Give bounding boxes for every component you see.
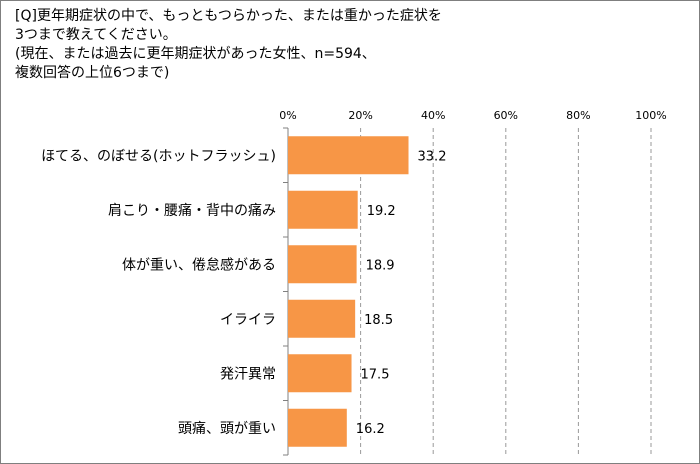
bar bbox=[288, 245, 357, 284]
bar bbox=[288, 408, 347, 447]
x-tick-label: 0% bbox=[279, 109, 296, 122]
category-label: 肩こり・腰痛・背中の痛み bbox=[108, 202, 276, 219]
data-label: 33.2 bbox=[418, 149, 447, 164]
category-label: 体が重い、倦怠感がある bbox=[122, 256, 276, 273]
category-label: ほてる、のぼせる(ホットフラッシュ) bbox=[41, 148, 276, 164]
bar bbox=[288, 136, 409, 175]
category-label: イライラ bbox=[220, 312, 276, 328]
question-line-4: 複数回答の上位6つまで) bbox=[15, 65, 170, 81]
x-tick-label: 80% bbox=[566, 109, 590, 122]
bar bbox=[288, 299, 356, 338]
x-tick-label: 20% bbox=[348, 109, 372, 122]
bar bbox=[288, 354, 352, 393]
x-tick-label: 60% bbox=[494, 109, 518, 122]
x-tick-label: 100% bbox=[635, 109, 666, 122]
data-label: 16.2 bbox=[356, 422, 385, 437]
question-line-1: [Q]更年期症状の中で、もっともつらかった、または重かった症状を bbox=[15, 8, 442, 24]
question-text: [Q]更年期症状の中で、もっともつらかった、または重かった症状を 3つまで教えて… bbox=[15, 7, 575, 83]
question-line-2: 3つまで教えてください。 bbox=[15, 27, 177, 43]
data-label: 17.5 bbox=[361, 367, 390, 382]
x-tick-label: 40% bbox=[421, 109, 445, 122]
bar bbox=[288, 190, 358, 229]
category-label: 頭痛、頭が重い bbox=[178, 420, 276, 437]
category-label: 発汗異常 bbox=[220, 366, 276, 382]
data-label: 19.2 bbox=[367, 204, 396, 219]
data-label: 18.9 bbox=[366, 258, 395, 273]
question-line-3: (現在、または過去に更年期症状があった女性、n=594、 bbox=[15, 46, 376, 62]
data-label: 18.5 bbox=[364, 313, 393, 328]
